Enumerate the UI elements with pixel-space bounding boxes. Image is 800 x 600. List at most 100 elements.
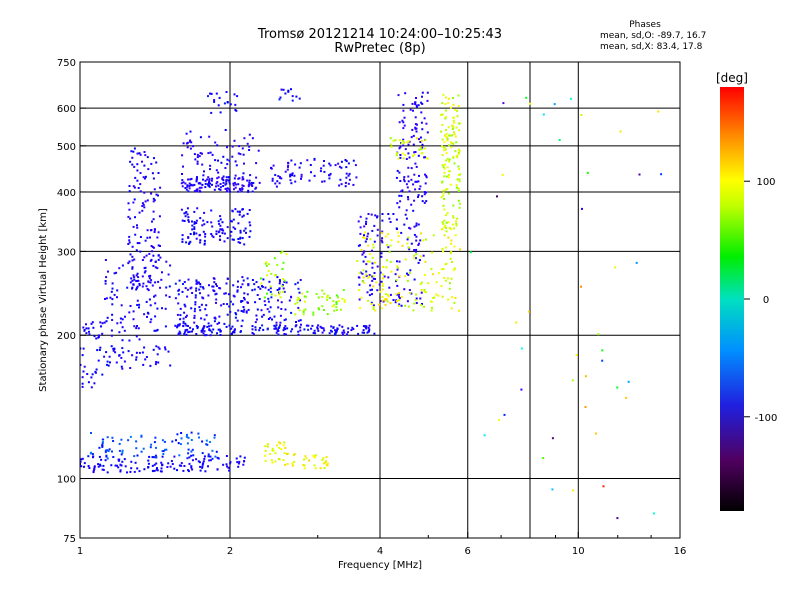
echo-point [441, 113, 444, 116]
echo-point [410, 167, 413, 170]
echo-point [97, 465, 100, 468]
echo-point [423, 305, 425, 308]
echo-point [452, 119, 455, 122]
echo-point [238, 213, 241, 216]
echo-point [408, 226, 411, 229]
echo-point [381, 284, 384, 287]
echo-point [433, 296, 436, 299]
echo-point [282, 459, 285, 461]
echo-point [365, 270, 368, 273]
echo-point [102, 464, 105, 467]
echo-point [222, 181, 225, 184]
echo-point [117, 466, 120, 469]
echo-point [275, 327, 278, 330]
echo-point [195, 177, 198, 180]
echo-point [243, 292, 246, 295]
echo-point [157, 172, 160, 174]
echo-point [124, 465, 127, 468]
echo-point [141, 285, 144, 288]
echo-point [452, 156, 455, 159]
echo-point [381, 213, 384, 215]
echo-point [438, 272, 440, 275]
echo-point [421, 195, 424, 198]
echo-point [254, 328, 257, 331]
echo-point [300, 175, 303, 178]
echo-point [201, 452, 204, 455]
echo-point [415, 235, 418, 238]
echo-point [248, 149, 251, 151]
echo-point [657, 110, 660, 113]
echo-point [170, 460, 173, 463]
echo-point [326, 313, 329, 316]
echo-point [389, 244, 392, 247]
echo-point [80, 347, 82, 350]
echo-point [200, 303, 203, 306]
echo-point [420, 289, 423, 292]
echo-point [364, 255, 367, 258]
echo-point [115, 271, 118, 274]
echo-point [381, 299, 384, 302]
echo-point [445, 152, 448, 155]
echo-point [187, 219, 190, 222]
echo-point [396, 284, 399, 287]
echo-point [219, 111, 222, 114]
echo-point [233, 188, 235, 191]
echo-point [138, 152, 141, 155]
echo-point [191, 220, 193, 223]
echo-point [157, 346, 160, 349]
echo-point [129, 253, 132, 256]
echo-point [80, 363, 82, 366]
echo-point [394, 273, 397, 276]
echo-point [151, 464, 154, 467]
echo-point [219, 287, 222, 290]
echo-point [203, 457, 206, 460]
echo-point [294, 325, 297, 328]
echo-point [132, 318, 135, 321]
echo-point [147, 168, 150, 171]
echo-point [146, 229, 149, 232]
echo-point [242, 153, 245, 156]
echo-point [147, 280, 150, 283]
echo-point [80, 460, 82, 463]
echo-point [415, 224, 418, 227]
echo-point [155, 329, 158, 332]
echo-point [413, 153, 416, 156]
echo-point [372, 285, 375, 288]
echo-point [224, 187, 227, 190]
echo-point [367, 213, 370, 215]
echo-point [207, 465, 209, 468]
echo-point [277, 306, 280, 309]
echo-point [331, 330, 333, 333]
echo-point [267, 297, 270, 300]
echo-point [130, 460, 133, 463]
echo-point [188, 330, 191, 333]
echo-point [161, 271, 163, 274]
echo-point [445, 116, 447, 118]
echo-point [425, 122, 428, 125]
echo-point [130, 467, 133, 470]
echo-point [416, 123, 418, 126]
echo-point [401, 244, 404, 247]
echo-point [179, 318, 182, 321]
echo-point [303, 467, 306, 470]
echo-point [153, 441, 156, 444]
echo-point [381, 231, 383, 234]
echo-point [193, 222, 196, 225]
echo-point [368, 324, 371, 327]
echo-point [222, 179, 225, 181]
echo-point [191, 330, 193, 333]
echo-point [248, 145, 251, 148]
echo-point [100, 325, 102, 328]
echo-point [151, 246, 154, 248]
echo-point [407, 196, 409, 199]
echo-point [226, 303, 229, 306]
echo-point [201, 286, 204, 289]
echo-point [225, 325, 228, 328]
echo-point [171, 463, 174, 465]
echo-point [324, 461, 327, 464]
echo-point [291, 464, 294, 467]
echo-point [184, 182, 187, 185]
echo-point [348, 178, 351, 181]
echo-point [143, 267, 146, 270]
colorbar-tick-label: 100 [756, 177, 775, 188]
